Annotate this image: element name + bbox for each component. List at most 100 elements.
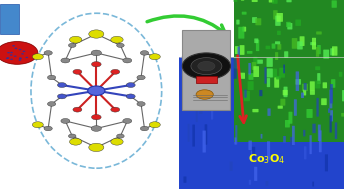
Circle shape: [0, 42, 36, 64]
Circle shape: [126, 83, 135, 88]
FancyBboxPatch shape: [319, 130, 322, 152]
FancyBboxPatch shape: [242, 12, 247, 15]
FancyBboxPatch shape: [275, 41, 280, 44]
FancyBboxPatch shape: [317, 45, 321, 54]
Circle shape: [4, 46, 31, 60]
FancyBboxPatch shape: [248, 73, 254, 80]
FancyBboxPatch shape: [330, 84, 333, 103]
Circle shape: [73, 69, 82, 74]
FancyBboxPatch shape: [280, 99, 286, 106]
Circle shape: [44, 126, 52, 131]
FancyBboxPatch shape: [310, 135, 312, 154]
Bar: [179, 57, 344, 189]
FancyBboxPatch shape: [182, 56, 184, 76]
FancyBboxPatch shape: [267, 78, 270, 87]
Circle shape: [8, 48, 27, 58]
FancyBboxPatch shape: [229, 162, 233, 171]
Circle shape: [7, 47, 28, 59]
FancyBboxPatch shape: [277, 13, 283, 22]
FancyBboxPatch shape: [279, 68, 285, 78]
FancyBboxPatch shape: [267, 108, 271, 116]
FancyBboxPatch shape: [184, 82, 188, 96]
Circle shape: [0, 42, 38, 64]
FancyBboxPatch shape: [272, 43, 276, 49]
FancyBboxPatch shape: [287, 0, 292, 2]
FancyBboxPatch shape: [254, 167, 257, 181]
FancyBboxPatch shape: [269, 0, 274, 2]
Circle shape: [91, 126, 101, 131]
FancyBboxPatch shape: [285, 120, 290, 128]
Circle shape: [19, 57, 22, 59]
FancyBboxPatch shape: [227, 49, 230, 69]
Circle shape: [14, 48, 17, 49]
FancyBboxPatch shape: [284, 51, 288, 58]
FancyBboxPatch shape: [292, 38, 297, 49]
FancyBboxPatch shape: [315, 81, 320, 88]
FancyBboxPatch shape: [234, 57, 238, 69]
FancyBboxPatch shape: [303, 89, 306, 95]
Circle shape: [69, 138, 82, 145]
FancyBboxPatch shape: [252, 147, 255, 159]
Circle shape: [7, 57, 9, 59]
Circle shape: [10, 59, 13, 60]
FancyBboxPatch shape: [241, 0, 244, 1]
Circle shape: [21, 53, 24, 55]
FancyBboxPatch shape: [323, 50, 329, 59]
Circle shape: [68, 43, 76, 47]
FancyBboxPatch shape: [252, 109, 259, 112]
FancyBboxPatch shape: [283, 136, 286, 143]
FancyBboxPatch shape: [292, 126, 295, 145]
FancyBboxPatch shape: [272, 0, 278, 4]
Circle shape: [44, 51, 52, 55]
FancyBboxPatch shape: [211, 88, 214, 94]
Circle shape: [140, 51, 149, 55]
Circle shape: [123, 119, 132, 123]
Circle shape: [6, 47, 29, 59]
Circle shape: [19, 59, 21, 61]
FancyBboxPatch shape: [205, 124, 207, 145]
Circle shape: [25, 57, 28, 58]
FancyBboxPatch shape: [274, 77, 279, 88]
FancyBboxPatch shape: [330, 115, 332, 132]
Circle shape: [182, 53, 230, 79]
FancyBboxPatch shape: [208, 66, 211, 72]
FancyBboxPatch shape: [255, 18, 261, 25]
Circle shape: [10, 49, 25, 57]
FancyBboxPatch shape: [318, 125, 321, 141]
FancyBboxPatch shape: [247, 51, 252, 54]
FancyBboxPatch shape: [304, 146, 307, 159]
Bar: [196, 76, 217, 83]
FancyBboxPatch shape: [243, 27, 246, 32]
FancyBboxPatch shape: [254, 38, 258, 43]
FancyBboxPatch shape: [325, 154, 328, 171]
FancyBboxPatch shape: [208, 84, 210, 95]
Circle shape: [15, 52, 20, 54]
FancyBboxPatch shape: [300, 36, 304, 46]
FancyBboxPatch shape: [252, 62, 256, 70]
FancyBboxPatch shape: [277, 44, 281, 50]
Circle shape: [2, 44, 33, 61]
FancyBboxPatch shape: [339, 72, 342, 77]
FancyBboxPatch shape: [303, 130, 305, 136]
FancyBboxPatch shape: [297, 41, 303, 50]
Circle shape: [0, 43, 35, 63]
Circle shape: [4, 46, 30, 60]
FancyBboxPatch shape: [256, 40, 259, 51]
FancyBboxPatch shape: [183, 100, 186, 107]
Circle shape: [5, 46, 29, 60]
FancyBboxPatch shape: [301, 93, 304, 98]
Circle shape: [22, 51, 25, 52]
FancyBboxPatch shape: [240, 45, 245, 55]
Circle shape: [19, 58, 22, 59]
FancyBboxPatch shape: [317, 73, 320, 84]
FancyBboxPatch shape: [316, 47, 319, 57]
Circle shape: [0, 44, 34, 62]
FancyBboxPatch shape: [312, 38, 316, 50]
FancyBboxPatch shape: [290, 137, 293, 146]
FancyBboxPatch shape: [294, 99, 297, 116]
FancyBboxPatch shape: [266, 181, 268, 186]
Circle shape: [0, 43, 35, 63]
FancyBboxPatch shape: [203, 131, 206, 153]
FancyBboxPatch shape: [330, 110, 333, 122]
Circle shape: [117, 134, 124, 138]
